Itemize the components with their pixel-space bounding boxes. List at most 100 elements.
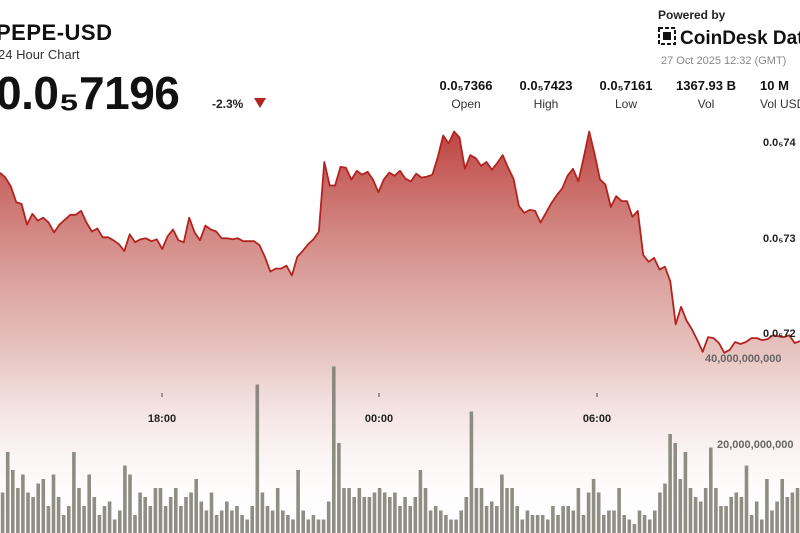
volume-bar xyxy=(622,515,626,533)
volume-bar xyxy=(734,492,739,533)
stat-vol-usd: 10 M Vol USD xyxy=(760,78,800,111)
volume-bar xyxy=(362,497,367,533)
y-tick-label: 0.0₅74 xyxy=(763,137,796,149)
volume-bar xyxy=(393,492,397,533)
volume-bar xyxy=(444,515,448,533)
volume-bar xyxy=(235,506,239,533)
volume-bar xyxy=(372,492,377,533)
volume-tick-label: 20,000,000,000 xyxy=(717,439,793,451)
volume-bar xyxy=(673,443,677,533)
volume-bar xyxy=(505,488,509,533)
volume-bar xyxy=(714,488,718,533)
volume-bar xyxy=(586,492,591,533)
volume-bar xyxy=(138,492,142,533)
volume-bar xyxy=(663,483,667,533)
volume-bar xyxy=(596,492,601,533)
volume-bar xyxy=(642,515,647,533)
volume-bar xyxy=(118,510,122,533)
volume-bar xyxy=(67,506,71,533)
y-tick-label: 0.0₅73 xyxy=(763,233,796,245)
volume-bar xyxy=(489,501,494,533)
stat-high-label: High xyxy=(533,97,559,111)
volume-bar xyxy=(194,479,198,533)
volume-bar xyxy=(41,479,46,533)
volume-bar xyxy=(204,510,209,533)
volume-bar xyxy=(214,515,219,533)
volume-bar xyxy=(729,497,733,533)
coindesk-logo-icon xyxy=(658,27,676,51)
volume-bar xyxy=(286,515,290,533)
volume-bar xyxy=(153,488,158,533)
volume-bar xyxy=(357,488,362,533)
price-change: -2.3% xyxy=(212,97,244,111)
volume-bar xyxy=(255,384,260,533)
volume-bar xyxy=(51,474,56,533)
volume-bar xyxy=(571,510,576,533)
volume-bar xyxy=(479,488,484,533)
y-tick-label: 0.0₅72 xyxy=(763,328,796,340)
axis-labels-layer: 0.0₅74 0.0₅73 0.0₅72 40,000,000,000 20,000,0… xyxy=(148,137,797,451)
stat-open: 0.0₅7366 Open xyxy=(436,78,496,111)
price-line xyxy=(0,130,800,354)
x-tick-label: 00:00 xyxy=(365,413,393,425)
volume-bar xyxy=(790,492,795,533)
volume-bar xyxy=(627,519,632,533)
volume-bar xyxy=(332,366,336,533)
volume-bar xyxy=(179,506,183,533)
volume-bar xyxy=(795,488,800,533)
volume-bar xyxy=(754,501,759,533)
volume-bar xyxy=(77,488,81,533)
volume-bar xyxy=(602,515,606,533)
volume-bar xyxy=(388,497,392,533)
volume-tick-label: 40,000,000,000 xyxy=(705,353,781,365)
volume-bar xyxy=(525,510,530,533)
volume-bar xyxy=(617,488,621,533)
volume-bar xyxy=(765,479,769,533)
volume-bar xyxy=(500,474,504,533)
volume-bar xyxy=(418,470,423,533)
volume-bar xyxy=(693,497,698,533)
volume-bar xyxy=(775,501,779,533)
volume-bar xyxy=(347,488,351,533)
volume-bar xyxy=(306,519,311,533)
stat-open-value: 0.0₅7366 xyxy=(439,78,493,93)
volume-bar xyxy=(770,510,774,533)
volume-bar xyxy=(230,510,234,533)
volume-bar xyxy=(275,488,280,533)
volume-bar xyxy=(219,510,224,533)
volume-bar xyxy=(668,434,672,533)
volume-bar xyxy=(556,515,560,533)
volume-bar xyxy=(515,506,519,533)
volume-bar xyxy=(87,474,91,533)
volume-bar xyxy=(209,492,214,533)
volume-bar xyxy=(785,497,790,533)
volume-bar xyxy=(11,470,15,533)
current-price: 0.0₅7196 xyxy=(0,67,180,119)
volume-bar xyxy=(5,452,10,533)
volume-bar xyxy=(16,488,20,533)
volume-bar xyxy=(260,492,265,533)
volume-bar xyxy=(174,488,178,533)
volume-bar xyxy=(36,483,40,533)
volume-bar xyxy=(433,506,438,533)
volume-bar xyxy=(245,519,249,533)
volume-bar xyxy=(123,465,127,533)
volume-bar xyxy=(184,497,188,533)
period-label: 24 Hour Chart xyxy=(0,47,80,62)
x-tick-label: 06:00 xyxy=(583,413,611,425)
volume-bar xyxy=(31,497,35,533)
volume-bar xyxy=(724,506,728,533)
volume-bar xyxy=(632,524,637,533)
volume-bar xyxy=(581,515,586,533)
volume-bar xyxy=(454,519,458,533)
volume-bar xyxy=(576,488,581,533)
stat-vol-value: 1367.93 B xyxy=(676,78,736,93)
volume-bar xyxy=(408,506,412,533)
volume-bar xyxy=(377,488,382,533)
volume-bar xyxy=(367,497,372,533)
volume-bar xyxy=(683,452,688,533)
volume-bar xyxy=(311,515,316,533)
stat-high-value: 0.0₅7423 xyxy=(519,78,573,93)
stat-low: 0.0₅7161 Low xyxy=(596,78,656,111)
